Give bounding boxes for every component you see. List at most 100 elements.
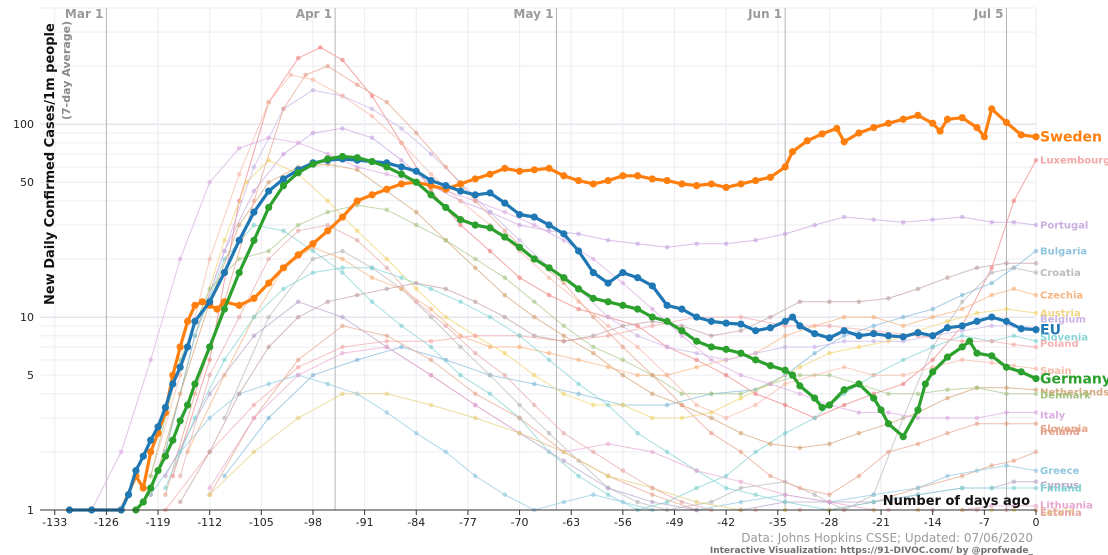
series-point-poland xyxy=(959,338,965,344)
series-point-lithuania xyxy=(428,372,434,378)
series-point-estonia xyxy=(266,256,272,262)
series-point-portugal xyxy=(753,238,758,243)
series-point-germany xyxy=(943,353,952,361)
end-label-slovenia: Slovenia xyxy=(1040,424,1088,435)
series-point-sweden xyxy=(176,343,184,351)
end-label-portugal: Portugal xyxy=(1040,221,1088,232)
series-point-greece xyxy=(620,499,626,505)
series-point-denmark xyxy=(738,391,744,397)
end-label-austria: Austria xyxy=(1040,308,1081,319)
series-point-spain xyxy=(723,415,729,421)
series-point-luxembourg xyxy=(635,323,640,329)
series-point-austria xyxy=(354,228,360,234)
series-point-eu xyxy=(132,467,140,475)
series-point-sweden xyxy=(870,123,878,132)
series-point-germany xyxy=(634,305,642,313)
series-point-germany xyxy=(788,371,797,379)
series-point-bulgaria xyxy=(959,292,965,298)
series-point-ireland xyxy=(1004,421,1009,427)
series-point-slovenia xyxy=(723,473,729,479)
series-point-denmark xyxy=(1004,391,1009,397)
series-point-portugal xyxy=(989,219,995,225)
series-point-germany xyxy=(176,417,184,425)
series-point-germany xyxy=(161,452,170,460)
series-point-sweden xyxy=(383,185,391,193)
series-point-italy xyxy=(797,391,803,397)
series-point-belgium xyxy=(310,87,316,93)
series-line-luxembourg xyxy=(172,46,1037,477)
series-point-netherlands xyxy=(1033,387,1039,393)
series-point-greece xyxy=(325,381,331,387)
x-tick-label: 0 xyxy=(1033,516,1040,529)
series-point-germany xyxy=(169,436,177,444)
series-point-belgium xyxy=(487,209,493,215)
series-point-cyprus xyxy=(1011,479,1017,485)
series-point-romania xyxy=(354,292,360,298)
series-point-netherlands xyxy=(620,372,626,378)
series-point-eu xyxy=(161,403,170,412)
series-point-germany xyxy=(921,380,929,388)
series-point-estonia xyxy=(591,449,596,455)
series-point-sweden xyxy=(914,111,922,120)
series-point-finland xyxy=(517,333,522,339)
series-point-sweden xyxy=(353,197,361,205)
series-point-poland xyxy=(340,344,345,350)
series-point-germany xyxy=(648,313,656,321)
series-point-slovenia xyxy=(959,333,965,339)
series-point-croatia xyxy=(458,344,463,350)
series-point-romania xyxy=(591,333,596,339)
series-point-romania xyxy=(856,299,862,305)
series-point-eu xyxy=(471,191,479,199)
series-point-slovenia xyxy=(192,333,198,339)
series-point-sweden xyxy=(678,180,686,188)
series-point-denmark xyxy=(207,286,212,292)
series-point-austria xyxy=(325,198,331,204)
series-point-germany xyxy=(693,337,701,345)
series-point-belgium xyxy=(428,151,434,157)
series-point-germany xyxy=(707,343,715,351)
series-point-belgium xyxy=(399,126,404,131)
series-point-germany xyxy=(752,356,760,364)
series-point-austria xyxy=(384,256,390,262)
series-point-slovenia xyxy=(310,248,316,254)
series-point-luxembourg xyxy=(930,357,936,363)
series-point-eu xyxy=(722,319,730,327)
series-point-netherlands xyxy=(650,391,655,397)
series-point-sweden xyxy=(929,119,937,127)
series-point-ireland xyxy=(384,99,390,105)
series-point-czechia xyxy=(399,286,404,292)
y-tick-label: 10 xyxy=(20,311,34,324)
series-point-slovakia xyxy=(959,473,965,479)
series-point-poland xyxy=(428,338,434,344)
series-point-portugal xyxy=(723,241,729,247)
series-point-germany xyxy=(279,182,288,190)
series-point-portugal xyxy=(340,126,345,131)
axes: -133 -126 -119 -112 -105 -98 -91 -84 -77 -70 -63 -5… xyxy=(13,118,1040,529)
month-marker-label: Jul 5 xyxy=(973,7,1004,21)
month-marker-label: Apr 1 xyxy=(296,7,332,21)
series-point-denmark xyxy=(502,275,508,280)
series-point-denmark xyxy=(148,473,153,479)
series-point-germany xyxy=(811,394,819,402)
series-point-eu xyxy=(530,213,538,221)
x-tick-label: -70 xyxy=(511,516,529,529)
series-point-netherlands xyxy=(738,430,744,436)
series-point-belgium xyxy=(989,323,995,329)
series-point-sweden xyxy=(560,172,568,180)
series-point-luxembourg xyxy=(458,222,463,228)
series-point-croatia xyxy=(1033,270,1039,275)
series-point-greece xyxy=(974,468,980,473)
series-point-cyprus xyxy=(605,485,611,491)
end-label-latvia: Latvia xyxy=(1040,507,1075,518)
series-point-eu xyxy=(855,332,863,340)
series-line-spain xyxy=(150,74,1037,477)
series-point-slovakia xyxy=(517,415,522,421)
series-point-czechia xyxy=(546,350,552,356)
series-point-italy xyxy=(915,415,921,421)
series-point-portugal xyxy=(281,151,286,157)
series-point-czechia xyxy=(1033,292,1039,298)
end-label-lithuania: Lithuania xyxy=(1040,501,1093,512)
series-point-lithuania xyxy=(694,468,699,473)
series-point-italy xyxy=(620,280,626,286)
series-point-sweden xyxy=(737,180,745,188)
